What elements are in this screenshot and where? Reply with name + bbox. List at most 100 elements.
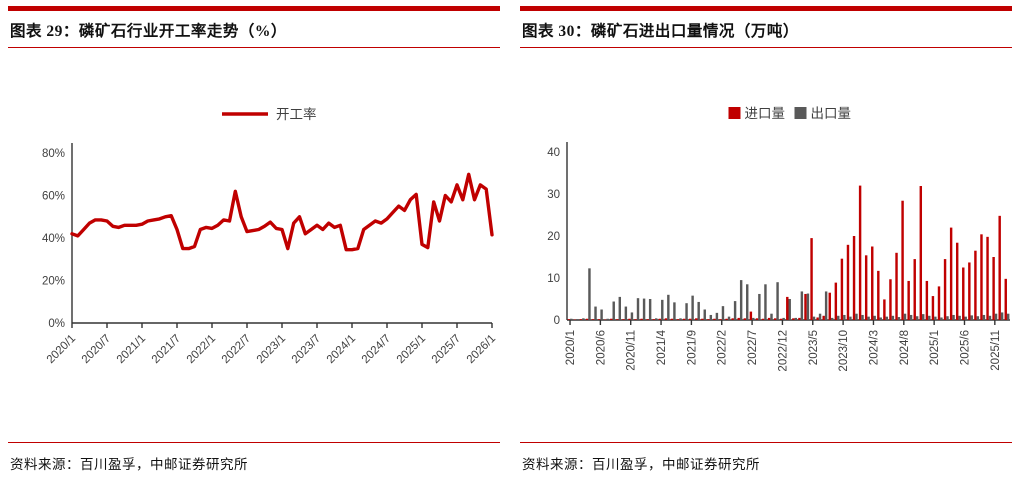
x-tick-label: 2024/1 <box>325 333 358 366</box>
import-bar <box>737 317 740 320</box>
import-bar <box>895 252 898 320</box>
import-bar <box>980 234 983 320</box>
export-bar <box>636 298 640 320</box>
import-bar <box>658 318 662 320</box>
import-bar <box>798 317 801 320</box>
export-bar <box>885 316 889 320</box>
figure-29-title: 图表 29：磷矿石行业开工率走势（%） <box>10 23 287 40</box>
export-bar <box>982 314 986 320</box>
x-tick-label: 2023/1 <box>255 333 288 366</box>
import-bar <box>767 317 771 320</box>
export-bar <box>1000 312 1004 320</box>
y-tick-label: 0% <box>48 318 65 330</box>
export-bar <box>861 314 864 320</box>
export-bar <box>800 291 804 320</box>
import-bar <box>955 242 959 320</box>
x-tick-label: 2022/7 <box>747 330 759 365</box>
export-bar <box>879 317 882 320</box>
export-bar <box>915 316 919 320</box>
export-bar <box>843 314 846 320</box>
x-tick-label: 2021/4 <box>656 329 668 365</box>
export-bar <box>964 316 967 320</box>
y-tick-label: 20% <box>42 276 65 288</box>
import-bar <box>1004 278 1007 320</box>
x-tick-label: 2025/7 <box>430 333 463 366</box>
y-tick-label: 20 <box>547 231 560 243</box>
export-bar <box>721 306 725 320</box>
import-bar <box>670 318 674 320</box>
export-bar <box>891 315 895 320</box>
export-bar <box>922 314 925 320</box>
export-bar <box>958 315 961 320</box>
export-bar <box>739 280 743 320</box>
export-bar <box>612 301 615 320</box>
import-bar <box>792 318 795 320</box>
export-bar <box>673 302 676 320</box>
export-bar <box>928 315 931 320</box>
panel-top-rule <box>8 6 500 11</box>
import-bar <box>682 318 686 320</box>
import-bar <box>664 318 668 320</box>
export-bar <box>703 309 706 320</box>
operating-rate-series <box>70 172 494 252</box>
export-bar <box>855 313 858 320</box>
x-tick-label: 2024/3 <box>869 330 881 365</box>
import-bar <box>986 236 989 320</box>
legend-label: 出口量 <box>811 106 852 121</box>
export-bar <box>994 313 998 320</box>
x-tick-label: 2021/7 <box>150 333 183 366</box>
import-bar <box>877 270 880 320</box>
import-bar <box>761 318 765 320</box>
x-tick-label: 2023/5 <box>808 330 820 365</box>
import-bar <box>974 250 977 320</box>
import-bar <box>871 246 874 320</box>
export-bar <box>594 306 597 320</box>
import-bar <box>913 259 916 320</box>
figure-30-title: 图表 30：磷矿石进出口量情况（万吨） <box>522 23 799 40</box>
import-bar <box>907 280 910 320</box>
export-bar <box>952 314 955 320</box>
import-bar <box>919 186 923 320</box>
y-tick-label: 30 <box>547 189 560 201</box>
export-bar <box>624 306 628 320</box>
export-bar <box>618 296 622 320</box>
import-bar <box>676 319 680 320</box>
export-bar <box>667 294 670 320</box>
export-bar <box>727 316 731 320</box>
export-bar <box>709 314 713 320</box>
x-tick-label: 2020/7 <box>80 333 113 366</box>
import-bar <box>816 317 819 320</box>
import-bar <box>725 318 728 320</box>
import-bar <box>628 318 631 320</box>
import-bar <box>749 311 753 320</box>
x-tick-label: 2022/12 <box>777 330 789 372</box>
figure-29-source: 资料来源：百川盈孚，中邮证券研究所 <box>10 457 248 472</box>
export-bar <box>679 318 682 320</box>
x-tick-label: 2023/10 <box>838 330 850 372</box>
export-bar <box>1006 313 1010 320</box>
import-bar <box>597 319 601 320</box>
export-bar <box>758 293 761 320</box>
operating-rate-line-chart: 0%20%40%60%80%2020/1 2020/7 2021/1 2021/7 20… <box>42 106 498 366</box>
legend-swatch <box>794 107 807 119</box>
export-bar <box>770 313 773 320</box>
export-bar <box>988 315 992 320</box>
figure-30-source: 资料来源：百川盈孚，中邮证券研究所 <box>522 457 760 472</box>
export-bar <box>764 284 767 320</box>
y-tick-label: 40 <box>547 147 560 159</box>
export-bar <box>903 313 907 320</box>
x-tick-label: 2022/7 <box>220 333 253 366</box>
import-bar <box>688 318 692 320</box>
import-bar <box>773 318 777 320</box>
import-bar <box>889 279 892 320</box>
import-bar <box>567 319 571 320</box>
x-tick-label: 2020/11 <box>626 330 638 371</box>
export-bar <box>606 318 609 320</box>
import-bar <box>840 258 844 320</box>
import-bar <box>828 292 831 320</box>
import-bar <box>743 318 747 320</box>
import-bar <box>616 319 619 320</box>
import-bar <box>640 318 643 320</box>
export-bar <box>648 299 652 320</box>
